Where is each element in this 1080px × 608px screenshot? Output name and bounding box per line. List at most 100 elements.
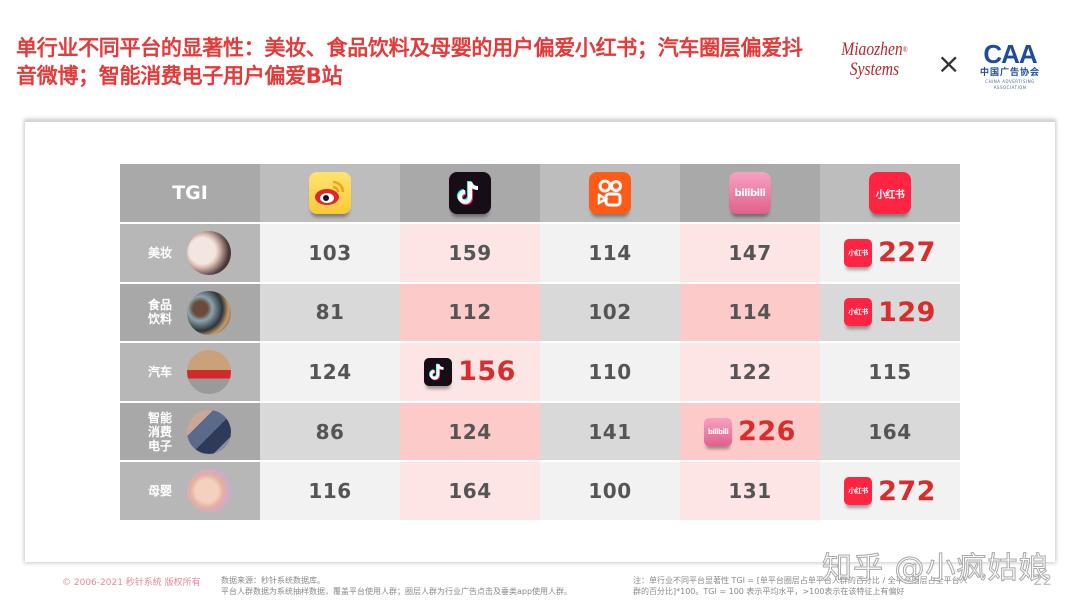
xiaohongshu-icon: 小红书 [844,298,873,327]
data-source-note: 数据来源：秒针系统数据库。 平台人群数据为系统抽样数据，覆盖平台使用人群；圈层人… [221,575,572,597]
value-cell: 141 [540,402,680,461]
value-cell: 124 [260,343,400,401]
header-weibo [260,164,400,222]
tgi-value: 122 [728,359,772,384]
table-header-row: TGI [120,164,960,222]
miaozhen-logo-line1: Miaozhen [841,39,903,60]
tgi-value: 159 [448,240,492,265]
table-row: 母婴 116 164 100 131 小红书 272 [120,460,960,520]
tgi-value: 115 [868,359,912,384]
tgi-value: 124 [308,359,352,384]
electronics-photo [187,409,231,454]
miaozhen-logo: Miaozhen® Systems [840,40,909,90]
tgi-value: 103 [308,240,352,265]
tgi-value: 124 [448,419,492,444]
row-label-maternal-infant: 母婴 [120,462,260,520]
table-row: 智能消费电子 86 124 141 bilibili 226 164 [120,400,960,461]
value-cell: 114 [540,224,680,282]
value-cell: 114 [680,283,820,342]
tgi-value: 86 [315,419,345,444]
xiaohongshu-icon: 小红书 [844,477,873,506]
table-card: TGI [25,120,1055,562]
baby-photo [187,469,231,514]
douyin-icon [449,172,491,214]
tgi-note-line2: 群的百分比]*100。TGI = 100 表示平均水平，>100表示在该特征上有… [633,587,905,596]
header-kuaishou [540,164,680,222]
row-label-automotive: 汽车 [120,343,260,401]
tgi-value: 164 [448,479,492,504]
xiaohongshu-icon: 小红书 [869,172,911,214]
tgi-value: 141 [588,419,632,444]
value-cell: 131 [680,462,820,520]
tgi-value: 102 [588,300,632,325]
value-cell: 112 [400,283,540,342]
tgi-value-highlighted: 129 [878,296,936,328]
page-number: 22 [1033,571,1053,589]
miaozhen-logo-line2: Systems [849,59,900,80]
xiaohongshu-icon: 小红书 [844,238,873,267]
xiaohongshu-icon-text: 小红书 [848,308,868,317]
tgi-value: 81 [315,300,345,325]
table-row: 汽车 124 156 110 122 115 [120,341,960,401]
food-photo [187,290,231,335]
header-xiaohongshu: 小红书 [820,164,960,222]
xiaohongshu-icon-text: 小红书 [848,248,868,257]
tgi-value-highlighted: 226 [738,416,796,448]
value-cell-highlighted: bilibili 226 [680,402,820,461]
value-cell-highlighted: 小红书 272 [820,462,960,520]
row-label-text: 母婴 [147,484,172,499]
row-label-food-beverage: 食品饮料 [120,283,260,342]
caa-logo-english: CHINA ADVERTISING ASSOCIATION [985,79,1035,90]
header-douyin [400,164,540,222]
value-cell: 86 [260,402,400,461]
row-label-cosmetics: 美妆 [120,224,260,282]
row-label-consumer-electronics: 智能消费电子 [120,402,260,461]
table-row: 美妆 103 159 114 147 小红书 227 [120,222,960,282]
bilibili-icon: bilibili [729,172,771,214]
tgi-note-line1: 注：单行业不同平台显著性 TGI = [单平台圈层占单平台人群的百分比 / 全平… [633,576,968,585]
value-cell: 115 [820,343,960,401]
data-source-line1: 数据来源：秒针系统数据库。 [221,576,325,585]
caa-logo-mark: CAA [983,39,1037,69]
header-bilibili: bilibili [680,164,820,222]
row-label-text: 智能消费电子 [147,410,172,453]
value-cell: 100 [540,462,680,520]
tgi-table: TGI [120,164,960,520]
xiaohongshu-icon-text: 小红书 [875,189,905,201]
douyin-icon [424,357,453,386]
row-label-text: 美妆 [147,245,172,260]
value-cell: 164 [820,402,960,461]
slide-title: 单行业不同平台的显著性：美妆、食品饮料及母婴的用户偏爱小红书；汽车圈层偏爱抖音微… [16,36,803,88]
bilibili-icon-text: bilibili [734,187,766,199]
tgi-value-highlighted: 156 [458,356,516,388]
value-cell: 159 [400,224,540,282]
value-cell: 122 [680,343,820,401]
tgi-value-highlighted: 272 [878,475,936,507]
caa-logo: CAA 中国广告协会 CHINA ADVERTISING ASSOCIATION [970,40,1050,92]
kuaishou-icon [589,172,631,214]
tgi-value: 110 [588,359,632,384]
weibo-icon [309,172,351,214]
tgi-value: 147 [728,240,772,265]
value-cell: 102 [540,283,680,342]
tgi-value: 114 [588,240,632,265]
data-source-line2: 平台人群数据为系统抽样数据，覆盖平台使用人群；圈层人群为行业广告点击及垂类app… [221,587,573,596]
trademark-symbol: ® [902,45,908,54]
tgi-value: 116 [308,479,352,504]
tgi-value: 100 [588,479,632,504]
tgi-value: 164 [868,419,912,444]
value-cell: 110 [540,343,680,401]
row-label-text: 食品饮料 [147,298,172,327]
tgi-value-highlighted: 227 [878,237,936,269]
value-cell: 164 [400,462,540,520]
tgi-value: 131 [728,479,772,504]
value-cell: 116 [260,462,400,520]
table-row: 食品饮料 81 112 102 114 小红书 129 [120,281,960,342]
car-photo [187,350,231,395]
cosmetics-photo [187,231,231,275]
value-cell-highlighted: 小红书 129 [820,283,960,342]
tgi-header: TGI [120,164,260,222]
copyright-text: © 2006-2021 秒针系统 版权所有 [62,578,201,588]
xiaohongshu-icon-text: 小红书 [848,487,868,496]
times-icon: × [937,47,961,80]
